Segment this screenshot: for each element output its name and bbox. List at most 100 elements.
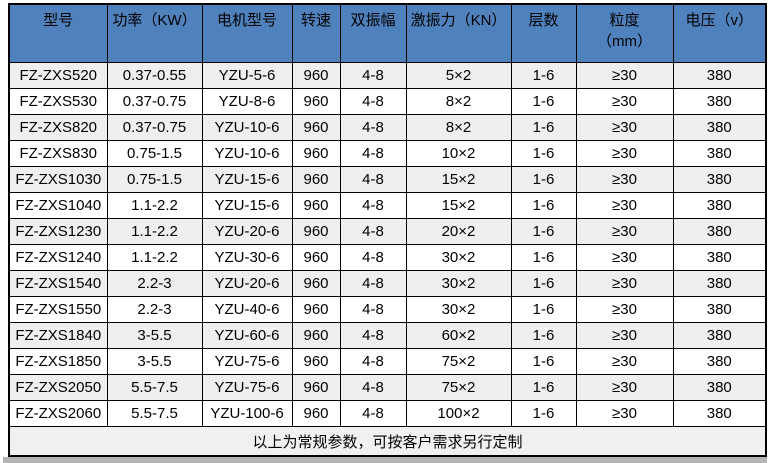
table-cell: 2.2-3: [106, 270, 203, 297]
table-cell: 4-8: [339, 114, 407, 141]
column-header-model: 型号: [8, 3, 108, 63]
table-cell: FZ-ZXS1550: [8, 296, 108, 323]
column-header-label: 层数: [528, 12, 559, 29]
column-header-speed: 转速: [291, 3, 341, 63]
table-cell: ≥30: [575, 62, 674, 89]
table-cell: ≥30: [575, 192, 674, 219]
table-row: FZ-ZXS1850 3-5.5 YZU-75-6 960 4-8 75×2 1-6 ≥30 3…: [8, 348, 767, 375]
table-cell: 0.37-0.75: [106, 114, 203, 141]
table-cell: FZ-ZXS820: [8, 114, 108, 141]
column-header-label: 电机型号: [216, 12, 277, 29]
table-cell: FZ-ZXS1040: [8, 192, 108, 219]
table-row: FZ-ZXS1230 1.1-2.2 YZU-20-6 960 4-8 20×2 1-6 ≥3…: [8, 218, 767, 245]
table-cell: FZ-ZXS2050: [8, 374, 108, 401]
table-cell: 1-6: [510, 114, 577, 141]
table-row: FZ-ZXS1840 3-5.5 YZU-60-6 960 4-8 60×2 1-6 ≥30 3…: [8, 322, 767, 349]
table-cell: 3-5.5: [106, 322, 203, 349]
column-header-label: 型号: [43, 12, 74, 29]
table-footer: 以上为常规参数，可按客户需求另行定制: [8, 426, 767, 457]
table-cell: 380: [672, 322, 767, 349]
table-cell: 380: [672, 348, 767, 375]
table-cell: 2.2-3: [106, 296, 203, 323]
column-header-motor-model: 电机型号: [201, 3, 293, 63]
table-cell: 15×2: [405, 166, 512, 193]
table-cell: 4-8: [339, 322, 407, 349]
table-cell: 4-8: [339, 166, 407, 193]
column-header-layers: 层数: [510, 3, 577, 63]
table-cell: 4-8: [339, 348, 407, 375]
column-header-amplitude: 双振幅: [339, 3, 407, 63]
table-cell: 960: [291, 166, 341, 193]
table-cell: 0.37-0.55: [106, 62, 203, 89]
table-cell: 960: [291, 270, 341, 297]
column-header-label: 电压（v）: [685, 12, 753, 29]
table-cell: 30×2: [405, 296, 512, 323]
table-cell: 0.75-1.5: [106, 166, 203, 193]
table-row: FZ-ZXS520 0.37-0.55 YZU-5-6 960 4-8 5×2 1-6 ≥30…: [8, 62, 767, 89]
table-cell: YZU-100-6: [201, 400, 293, 427]
table-cell: 0.37-0.75: [106, 88, 203, 115]
table-row: FZ-ZXS2050 5.5-7.5 YZU-75-6 960 4-8 75×2 1-6 ≥3…: [8, 374, 767, 401]
table-cell: 4-8: [339, 218, 407, 245]
table-cell: 1-6: [510, 244, 577, 271]
table-cell: 1-6: [510, 218, 577, 245]
column-header-label: 粒度: [609, 12, 640, 29]
table-cell: 380: [672, 88, 767, 115]
table-cell: FZ-ZXS1240: [8, 244, 108, 271]
table-cell: YZU-40-6: [201, 296, 293, 323]
table-cell: 3-5.5: [106, 348, 203, 375]
table-cell: 380: [672, 114, 767, 141]
column-header-power: 功率（KW）: [106, 3, 203, 63]
table-cell: YZU-8-6: [201, 88, 293, 115]
column-header-label: 功率（KW）: [112, 12, 197, 29]
column-header-label: 激振力（KN）: [410, 12, 507, 29]
table-cell: YZU-20-6: [201, 270, 293, 297]
table-row: FZ-ZXS830 0.75-1.5 YZU-10-6 960 4-8 10×2 1-6 ≥3…: [8, 140, 767, 167]
table-row: FZ-ZXS1550 2.2-3 YZU-40-6 960 4-8 30×2 1-6 ≥30 3…: [8, 296, 767, 323]
table-cell: 1-6: [510, 62, 577, 89]
table-cell: 960: [291, 400, 341, 427]
table-cell: ≥30: [575, 88, 674, 115]
table-header: 型号 功率（KW） 电机型号 转速 双振幅 激振力（KN） 层数: [8, 3, 767, 63]
table-row: FZ-ZXS2060 5.5-7.5 YZU-100-6 960 4-8 100×2 1-6…: [8, 400, 767, 427]
table-cell: 8×2: [405, 114, 512, 141]
column-header-sublabel: （mm）: [597, 33, 652, 50]
table-cell: 960: [291, 62, 341, 89]
table-cell: 1-6: [510, 322, 577, 349]
table-cell: YZU-10-6: [201, 140, 293, 167]
table-cell: FZ-ZXS520: [8, 62, 108, 89]
table-row: FZ-ZXS1030 0.75-1.5 YZU-15-6 960 4-8 15×2 1-6 ≥…: [8, 166, 767, 193]
table-cell: 30×2: [405, 244, 512, 271]
table-cell: 4-8: [339, 296, 407, 323]
table-cell: 4-8: [339, 244, 407, 271]
table-cell: 100×2: [405, 400, 512, 427]
table-cell: 10×2: [405, 140, 512, 167]
table-cell: 1-6: [510, 166, 577, 193]
table-cell: FZ-ZXS1850: [8, 348, 108, 375]
table-cell: 4-8: [339, 140, 407, 167]
table-cell: ≥30: [575, 400, 674, 427]
table-cell: 960: [291, 296, 341, 323]
table-cell: 960: [291, 192, 341, 219]
table-cell: ≥30: [575, 166, 674, 193]
table-cell: 380: [672, 218, 767, 245]
table-cell: 380: [672, 244, 767, 271]
table-cell: 1-6: [510, 374, 577, 401]
table-cell: 4-8: [339, 400, 407, 427]
table-row: FZ-ZXS1240 1.1-2.2 YZU-30-6 960 4-8 30×2 1-6 ≥3…: [8, 244, 767, 271]
header-row: 型号 功率（KW） 电机型号 转速 双振幅 激振力（KN） 层数: [8, 3, 767, 63]
table-cell: 75×2: [405, 374, 512, 401]
table-cell: 960: [291, 348, 341, 375]
table-cell: FZ-ZXS1230: [8, 218, 108, 245]
table-row: FZ-ZXS1540 2.2-3 YZU-20-6 960 4-8 30×2 1-6 ≥30 3…: [8, 270, 767, 297]
table-cell: 20×2: [405, 218, 512, 245]
table-cell: 380: [672, 296, 767, 323]
table-cell: YZU-5-6: [201, 62, 293, 89]
table-cell: FZ-ZXS530: [8, 88, 108, 115]
column-header-excitation-force: 激振力（KN）: [405, 3, 512, 63]
table-cell: 380: [672, 62, 767, 89]
table-cell: 5×2: [405, 62, 512, 89]
table-cell: 380: [672, 192, 767, 219]
table-cell: 0.75-1.5: [106, 140, 203, 167]
table-cell: 380: [672, 270, 767, 297]
